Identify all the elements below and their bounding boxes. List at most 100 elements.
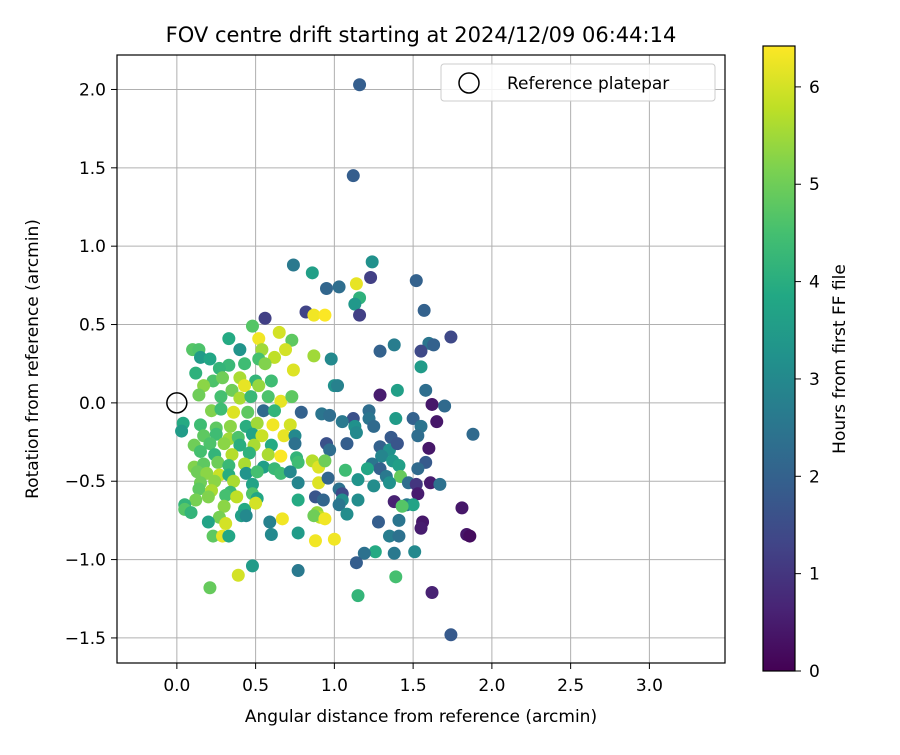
data-point [411, 429, 425, 443]
plot-frame [116, 54, 726, 664]
data-point [219, 517, 233, 531]
data-point [275, 512, 289, 526]
data-point [238, 379, 252, 393]
colorbar-ticks: 0 1 2 3 4 5 6 [795, 78, 820, 682]
data-point [463, 529, 477, 543]
data-point [264, 374, 278, 388]
data-point [294, 405, 308, 419]
data-point [351, 589, 365, 603]
data-point [233, 438, 247, 452]
data-point [222, 529, 236, 543]
data-point [245, 319, 259, 333]
data-point [193, 444, 207, 458]
data-point [387, 546, 401, 560]
data-point [406, 412, 420, 426]
data-point [327, 532, 341, 546]
legend-box [440, 63, 716, 102]
data-point [307, 308, 321, 322]
data-point [392, 529, 406, 543]
data-point [351, 493, 365, 507]
colorbar-tick-label: 0 [809, 662, 820, 682]
data-point [291, 564, 305, 578]
data-point [216, 371, 230, 385]
colorbar-gradient [762, 45, 796, 672]
data-point [272, 325, 286, 339]
data-point [305, 266, 319, 280]
data-point [206, 529, 220, 543]
data-point [201, 490, 215, 504]
data-point [349, 426, 363, 440]
data-point [340, 437, 354, 451]
data-point [373, 388, 387, 402]
data-point [258, 311, 272, 325]
data-point [422, 441, 436, 455]
x-axis-ticks: 0.0 0.5 1.0 1.5 2.0 2.5 3.0 [163, 663, 663, 696]
data-point [340, 507, 354, 521]
data-point [279, 343, 293, 357]
data-point [425, 585, 439, 599]
data-point [318, 512, 332, 526]
data-point [375, 449, 389, 463]
data-point [319, 281, 333, 295]
data-point [389, 570, 403, 584]
data-point [351, 473, 365, 487]
data-point [203, 581, 217, 595]
data-point [241, 405, 255, 419]
y-tick-label: 1.5 [79, 159, 106, 179]
data-point [214, 390, 228, 404]
data-point [364, 271, 378, 285]
data-point [193, 418, 207, 432]
data-point [444, 628, 458, 642]
data-point [225, 448, 239, 462]
colorbar-tick-label: 4 [809, 273, 820, 293]
data-point [307, 509, 321, 523]
data-point [411, 462, 425, 476]
data-point [373, 344, 387, 358]
data-point [189, 366, 203, 380]
data-point [250, 465, 264, 479]
data-point [268, 404, 282, 418]
x-tick-label: 1.5 [400, 676, 427, 696]
data-point [307, 349, 321, 363]
data-point [286, 258, 300, 272]
data-point [332, 498, 346, 512]
data-point [189, 493, 203, 507]
data-point [225, 383, 239, 397]
x-tick-label: 1.0 [321, 676, 348, 696]
data-point [219, 488, 233, 502]
data-point [318, 454, 332, 468]
colorbar-tick-label: 6 [809, 78, 820, 98]
data-point [346, 169, 360, 183]
data-point [239, 466, 253, 480]
data-point [288, 437, 302, 451]
data-point [184, 506, 198, 520]
data-point [261, 390, 275, 404]
data-point [244, 390, 258, 404]
data-point [318, 308, 332, 322]
data-point [353, 78, 367, 92]
data-point [245, 477, 259, 491]
data-point [274, 394, 288, 408]
data-point [430, 415, 444, 429]
data-point [203, 437, 217, 451]
data-point [261, 448, 275, 462]
data-point [371, 515, 385, 529]
legend-entry-reference-platepar: Reference platepar [507, 74, 669, 94]
data-point [438, 399, 452, 413]
data-point [382, 476, 396, 490]
chart-title: FOV centre drift starting at 2024/12/09 … [166, 23, 677, 47]
data-point [283, 418, 297, 432]
data-point [427, 338, 441, 352]
colorbar: 0 1 2 3 4 5 6 Hours from first FF file [762, 45, 850, 682]
data-point [233, 343, 247, 357]
y-tick-label: 2.0 [79, 80, 106, 100]
colorbar-label: Hours from first FF file [830, 264, 850, 454]
data-point [264, 528, 278, 542]
data-point [250, 416, 264, 430]
x-tick-label: 2.0 [478, 676, 505, 696]
data-point [223, 419, 237, 433]
reference-platepar-marker [166, 392, 188, 414]
data-point [368, 545, 382, 559]
data-point [353, 308, 367, 322]
data-point [409, 274, 423, 288]
